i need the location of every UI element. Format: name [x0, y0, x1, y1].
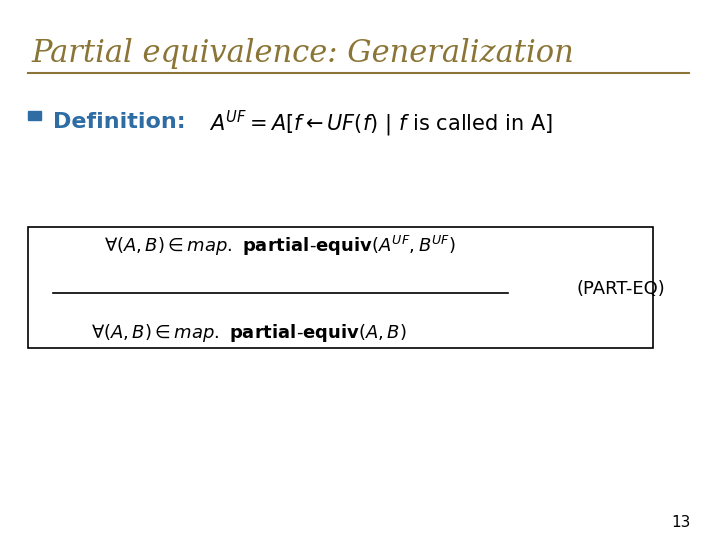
- Text: Partial equivalence: Generalization: Partial equivalence: Generalization: [32, 38, 575, 69]
- Text: 13: 13: [671, 515, 690, 530]
- Text: $A^{UF} = A[f \leftarrow UF(f)\ |\ f\ \mathrm{is\ called\ in\ A}]$: $A^{UF} = A[f \leftarrow UF(f)\ |\ f\ \m…: [210, 109, 554, 139]
- FancyBboxPatch shape: [28, 227, 653, 348]
- Text: (PART-EQ): (PART-EQ): [577, 280, 666, 298]
- Text: Definition:: Definition:: [53, 112, 186, 132]
- Text: $\forall(A,B) \in \mathit{map}.\ \mathbf{partial\text{-}equiv}(A^{UF}, B^{UF})$: $\forall(A,B) \in \mathit{map}.\ \mathbf…: [104, 234, 456, 258]
- FancyBboxPatch shape: [28, 111, 41, 120]
- Text: $\forall(A,B) \in \mathit{map}.\ \mathbf{partial\text{-}equiv}(A, B)$: $\forall(A,B) \in \mathit{map}.\ \mathbf…: [91, 322, 406, 344]
